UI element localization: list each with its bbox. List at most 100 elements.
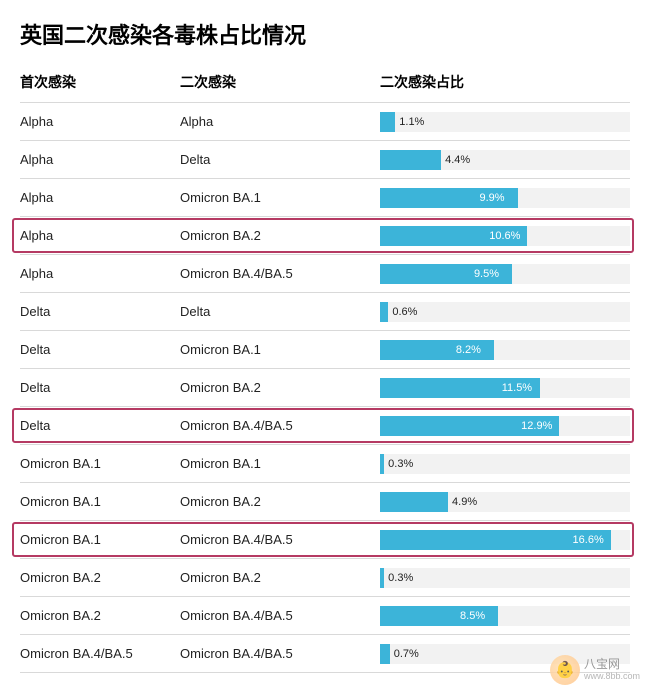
table-row: Omicron BA.2Omicron BA.2 0.3%: [20, 559, 630, 597]
page-title: 英国二次感染各毒株占比情况: [20, 18, 630, 50]
bar-value-label: 8.5%: [460, 610, 485, 622]
table-row: AlphaOmicron BA.1 9.9%: [20, 179, 630, 217]
cell-first-infection: Omicron BA.2: [20, 570, 180, 585]
table-row: Omicron BA.1Omicron BA.1 0.3%: [20, 445, 630, 483]
bar-fill: [380, 644, 390, 664]
cell-ratio-bar: 8.5%: [380, 606, 630, 626]
bar-fill: [380, 112, 395, 132]
watermark-name: 八宝网: [584, 658, 640, 671]
cell-ratio-bar: 11.5%: [380, 378, 630, 398]
cell-second-infection: Omicron BA.2: [180, 380, 380, 395]
cell-first-infection: Omicron BA.1: [20, 456, 180, 471]
bar-value-label: 0.6%: [392, 306, 417, 318]
bar-fill: [380, 568, 384, 588]
cell-first-infection: Alpha: [20, 266, 180, 281]
bar-fill: [380, 302, 388, 322]
cell-ratio-bar: 12.9%: [380, 416, 630, 436]
bar-value-label: 12.9%: [521, 420, 552, 432]
cell-first-infection: Omicron BA.2: [20, 608, 180, 623]
cell-ratio-bar: 0.3%: [380, 568, 630, 588]
bar-track: 10.6%: [380, 226, 630, 246]
bar-fill: [380, 454, 384, 474]
cell-first-infection: Alpha: [20, 114, 180, 129]
bar-value-label: 4.4%: [445, 154, 470, 166]
cell-ratio-bar: 10.6%: [380, 226, 630, 246]
cell-ratio-bar: 0.6%: [380, 302, 630, 322]
cell-second-infection: Omicron BA.4/BA.5: [180, 418, 380, 433]
cell-second-infection: Omicron BA.1: [180, 456, 380, 471]
table-row: Omicron BA.2Omicron BA.4/BA.5 8.5%: [20, 597, 630, 635]
cell-first-infection: Delta: [20, 380, 180, 395]
table-row: DeltaDelta 0.6%: [20, 293, 630, 331]
bar-value-label: 0.3%: [388, 572, 413, 584]
bar-value-label: 8.2%: [456, 344, 481, 356]
col-header-ratio: 二次感染占比: [380, 72, 630, 92]
table-row: AlphaOmicron BA.4/BA.5 9.5%: [20, 255, 630, 293]
table-row: Omicron BA.1Omicron BA.4/BA.5 16.6%: [20, 521, 630, 559]
bar-value-label: 10.6%: [489, 230, 520, 242]
cell-second-infection: Omicron BA.4/BA.5: [180, 646, 380, 661]
cell-first-infection: Alpha: [20, 190, 180, 205]
bar-value-label: 0.3%: [388, 458, 413, 470]
cell-second-infection: Alpha: [180, 114, 380, 129]
cell-second-infection: Delta: [180, 152, 380, 167]
cell-second-infection: Omicron BA.2: [180, 570, 380, 585]
cell-first-infection: Delta: [20, 418, 180, 433]
cell-first-infection: Alpha: [20, 152, 180, 167]
bar-track: 4.4%: [380, 150, 630, 170]
cell-ratio-bar: 4.4%: [380, 150, 630, 170]
bar-track: 11.5%: [380, 378, 630, 398]
table-row: Omicron BA.4/BA.5Omicron BA.4/BA.50.7%: [20, 635, 630, 673]
table-row: AlphaOmicron BA.2 10.6%: [20, 217, 630, 255]
cell-first-infection: Omicron BA.4/BA.5: [20, 646, 180, 661]
cell-second-infection: Omicron BA.4/BA.5: [180, 266, 380, 281]
cell-ratio-bar: 1.1%: [380, 112, 630, 132]
bar-track: 9.5%: [380, 264, 630, 284]
table-row: DeltaOmicron BA.1 8.2%: [20, 331, 630, 369]
bar-track: 12.9%: [380, 416, 630, 436]
bar-value-label: 11.5%: [502, 382, 532, 394]
cell-ratio-bar: 9.5%: [380, 264, 630, 284]
bar-value-label: 1.1%: [399, 116, 424, 128]
cell-first-infection: Omicron BA.1: [20, 494, 180, 509]
cell-second-infection: Omicron BA.2: [180, 228, 380, 243]
bar-track: 0.3%: [380, 454, 630, 474]
bar-fill: [380, 150, 441, 170]
bar-value-label: 9.5%: [474, 268, 499, 280]
cell-second-infection: Omicron BA.4/BA.5: [180, 532, 380, 547]
bar-fill: [380, 492, 448, 512]
col-header-second: 二次感染: [180, 72, 380, 92]
watermark-url: www.8bb.com: [584, 672, 640, 682]
cell-second-infection: Omicron BA.2: [180, 494, 380, 509]
cell-ratio-bar: 4.9%: [380, 492, 630, 512]
cell-ratio-bar: 9.9%: [380, 188, 630, 208]
cell-second-infection: Omicron BA.1: [180, 190, 380, 205]
cell-second-infection: Omicron BA.1: [180, 342, 380, 357]
table-row: DeltaOmicron BA.2 11.5%: [20, 369, 630, 407]
col-header-first: 首次感染: [20, 72, 180, 92]
table-header-row: 首次感染 二次感染 二次感染占比: [20, 72, 630, 103]
cell-first-infection: Omicron BA.1: [20, 532, 180, 547]
bar-track: 9.9%: [380, 188, 630, 208]
watermark: 👶 八宝网 www.8bb.com: [550, 655, 640, 685]
bar-track: 1.1%: [380, 112, 630, 132]
cell-ratio-bar: 8.2%: [380, 340, 630, 360]
bar-value-label: 16.6%: [573, 534, 604, 546]
cell-second-infection: Omicron BA.4/BA.5: [180, 608, 380, 623]
cell-second-infection: Delta: [180, 304, 380, 319]
table-row: Omicron BA.1Omicron BA.2 4.9%: [20, 483, 630, 521]
cell-first-infection: Alpha: [20, 228, 180, 243]
bar-track: 16.6%: [380, 530, 630, 550]
table-row: DeltaOmicron BA.4/BA.5 12.9%: [20, 407, 630, 445]
bar-value-label: 4.9%: [452, 496, 477, 508]
table-row: AlphaAlpha 1.1%: [20, 103, 630, 141]
reinfection-table: 首次感染 二次感染 二次感染占比 AlphaAlpha1.1%AlphaDelt…: [20, 72, 630, 673]
bar-track: 8.5%: [380, 606, 630, 626]
cell-first-infection: Delta: [20, 304, 180, 319]
cell-ratio-bar: 0.3%: [380, 454, 630, 474]
watermark-logo: 👶: [550, 655, 580, 685]
bar-value-label: 9.9%: [480, 192, 505, 204]
cell-ratio-bar: 16.6%: [380, 530, 630, 550]
bar-track: 4.9%: [380, 492, 630, 512]
cell-first-infection: Delta: [20, 342, 180, 357]
